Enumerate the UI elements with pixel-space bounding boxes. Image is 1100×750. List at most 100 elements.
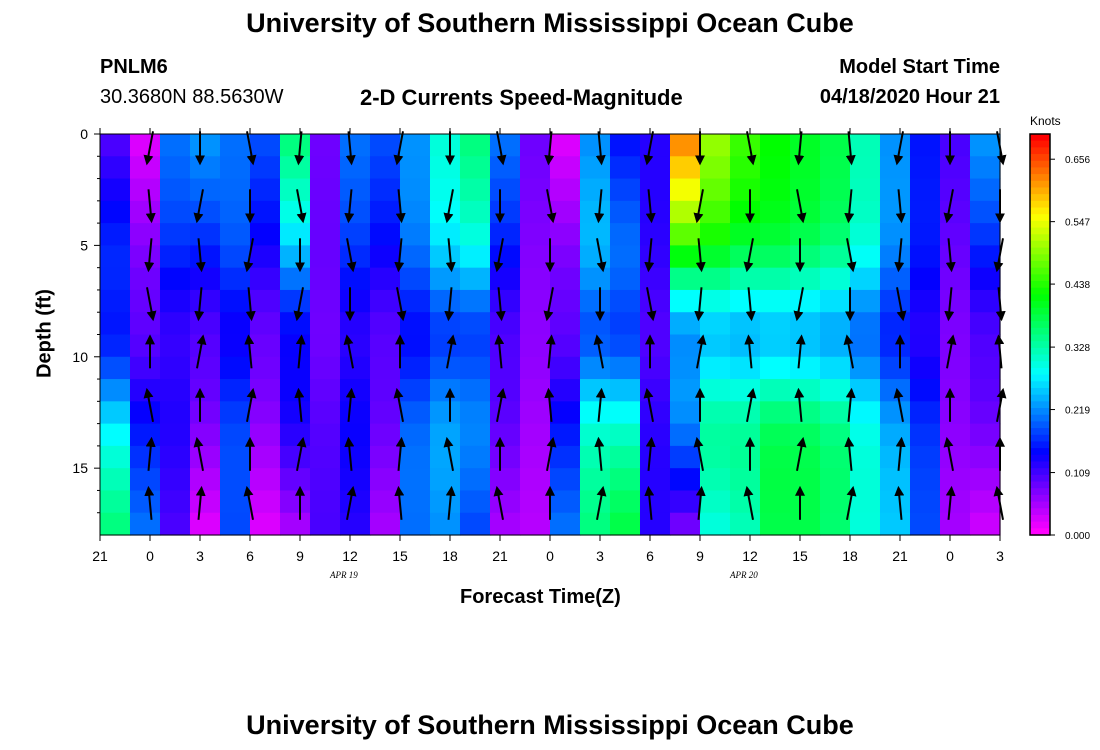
heatmap-cell: [130, 223, 161, 246]
heatmap-cell: [490, 445, 521, 469]
heatmap-cell: [460, 356, 491, 380]
heatmap-cell: [430, 223, 461, 246]
heatmap-cell: [250, 356, 281, 380]
colorbar-segment: [1030, 281, 1050, 289]
current-arrow: [595, 131, 606, 166]
heatmap-cell: [400, 178, 431, 202]
heatmap-cell: [220, 356, 251, 380]
heatmap-cell: [970, 178, 1001, 202]
heatmap-cell: [460, 267, 491, 291]
heatmap-cell: [640, 312, 671, 336]
heatmap-cell: [100, 468, 131, 492]
heatmap-cell: [580, 356, 611, 380]
heatmap-cell: [250, 512, 281, 536]
colorbar-segment: [1030, 267, 1050, 275]
colorbar-segment: [1030, 401, 1050, 409]
heatmap-cell: [340, 379, 371, 402]
current-arrow: [596, 238, 607, 273]
heatmap-cell: [460, 312, 491, 336]
heatmap-cell: [430, 178, 461, 202]
heatmap-cell: [820, 423, 851, 447]
current-arrow: [896, 287, 907, 322]
current-arrow: [296, 436, 307, 471]
current-arrow: [845, 387, 856, 422]
heatmap-cell: [700, 356, 731, 380]
heatmap-cell: [100, 334, 131, 358]
heatmap-cell: [820, 512, 851, 536]
heatmap-cell: [730, 223, 761, 246]
heatmap-cell: [640, 401, 671, 425]
heatmap-cell: [430, 156, 461, 180]
colorbar-segment: [1030, 227, 1050, 235]
current-arrow: [344, 436, 355, 471]
heatmap-cell: [910, 356, 941, 380]
heatmap-cell: [250, 156, 281, 180]
heatmap-cell: [430, 468, 461, 492]
current-arrow: [246, 387, 257, 422]
heatmap-cell: [580, 334, 611, 358]
heatmap-cell: [850, 356, 881, 380]
heatmap-cell: [580, 156, 611, 180]
heatmap-cell: [910, 490, 941, 514]
heatmap-cell: [310, 289, 341, 313]
heatmap-cell: [640, 267, 671, 291]
heatmap-cell: [790, 178, 821, 202]
colorbar-segment: [1030, 220, 1050, 229]
heatmap-cell: [430, 445, 461, 469]
heatmap-cell: [820, 468, 851, 492]
heatmap-cell: [430, 289, 461, 313]
current-arrow: [894, 485, 905, 520]
x-tick-label: 6: [646, 548, 654, 564]
colorbar-segment: [1030, 434, 1050, 443]
heatmap-cell: [610, 200, 641, 224]
current-arrow: [844, 436, 855, 471]
heatmap-cell: [280, 334, 311, 358]
x-tick-label: 9: [296, 548, 304, 564]
y-tick-label: 0: [80, 126, 88, 142]
heatmap-cell: [460, 490, 491, 514]
heatmap-cell: [460, 379, 491, 402]
heatmap-cell: [430, 356, 461, 380]
heatmap-cell: [670, 445, 701, 469]
colorbar-segment: [1030, 200, 1050, 209]
heatmap-cell: [160, 156, 191, 180]
heatmap-cell: [730, 134, 761, 157]
heatmap-cell: [460, 156, 491, 180]
heatmap-cell: [160, 289, 191, 313]
heatmap-cell: [820, 445, 851, 469]
heatmap-cell: [160, 423, 191, 447]
colorbar-tick-label: 0.000: [1065, 531, 1090, 542]
heatmap-cell: [760, 512, 791, 536]
heatmap-cell: [160, 379, 191, 402]
heatmap-cell: [820, 334, 851, 358]
colorbar-segment: [1030, 167, 1050, 175]
heatmap-cell: [190, 312, 221, 336]
heatmap-cell: [550, 134, 581, 157]
heatmap-cell: [520, 490, 551, 514]
heatmap-cell: [730, 312, 761, 336]
heatmap-cell: [250, 200, 281, 224]
heatmap-cell: [400, 223, 431, 246]
current-arrow: [893, 131, 904, 166]
heatmap-cell: [730, 512, 761, 536]
heatmap-cell: [640, 512, 671, 536]
heatmap-cell: [670, 267, 701, 291]
heatmap-cell: [370, 134, 401, 157]
heatmap-cell: [610, 245, 641, 269]
heatmap-cell: [520, 289, 551, 313]
current-arrow: [893, 387, 904, 422]
heatmap-cell: [610, 289, 641, 313]
heatmap-cell: [490, 156, 521, 180]
heatmap-cell: [430, 423, 461, 447]
heatmap-cell: [400, 267, 431, 291]
colorbar-segment: [1030, 334, 1050, 342]
heatmap-cell: [220, 267, 251, 291]
heatmap-cell: [280, 289, 311, 313]
heatmap-cell: [970, 156, 1001, 180]
colorbar-segment: [1030, 180, 1050, 189]
x-tick-label: 3: [596, 548, 604, 564]
heatmap-cell: [520, 379, 551, 402]
heatmap-cell: [490, 134, 521, 157]
x-axis-label: Forecast Time(Z): [460, 586, 621, 608]
heatmap-cell: [280, 245, 311, 269]
